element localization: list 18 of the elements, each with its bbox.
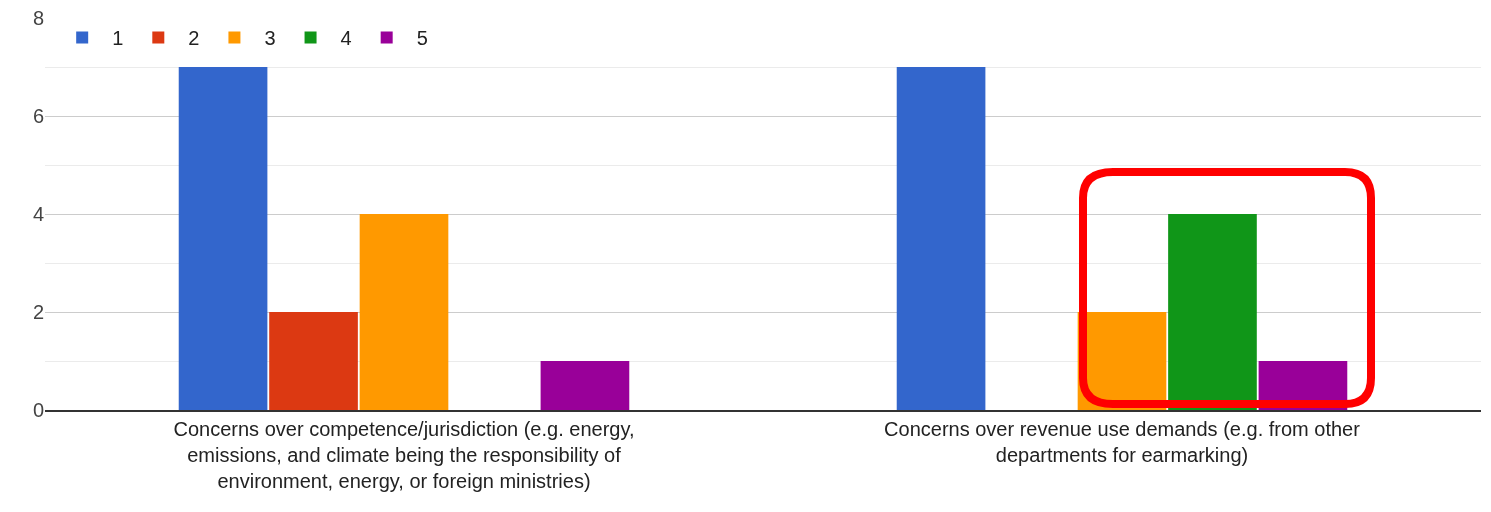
x-tick-label: Concerns over competence/jurisdiction (e.g. energy, emissions, and climate being the responsibility of environment, energy, or foreign ministries) — [173, 418, 635, 492]
y-tick-label: 0 — [32, 399, 44, 421]
bar — [896, 67, 986, 410]
y-tick-label: 8 — [32, 7, 44, 29]
bar — [269, 312, 358, 410]
x-tick-label: Concerns over revenue use demands (e.g. from other departments for earmarking) — [884, 418, 1361, 466]
y-tick-label: 2 — [32, 301, 44, 323]
legend-label: 5 — [416, 27, 428, 50]
bar — [1168, 214, 1257, 410]
y-tick-label: 6 — [32, 105, 44, 127]
legend-label: 1 — [112, 27, 124, 50]
y-tick-label: 4 — [32, 203, 44, 225]
legend-label: 3 — [264, 27, 276, 50]
bar — [359, 214, 449, 410]
bar — [540, 361, 630, 410]
legend-label: 2 — [188, 27, 200, 50]
bar — [178, 67, 268, 410]
legend-label: 4 — [340, 27, 352, 50]
